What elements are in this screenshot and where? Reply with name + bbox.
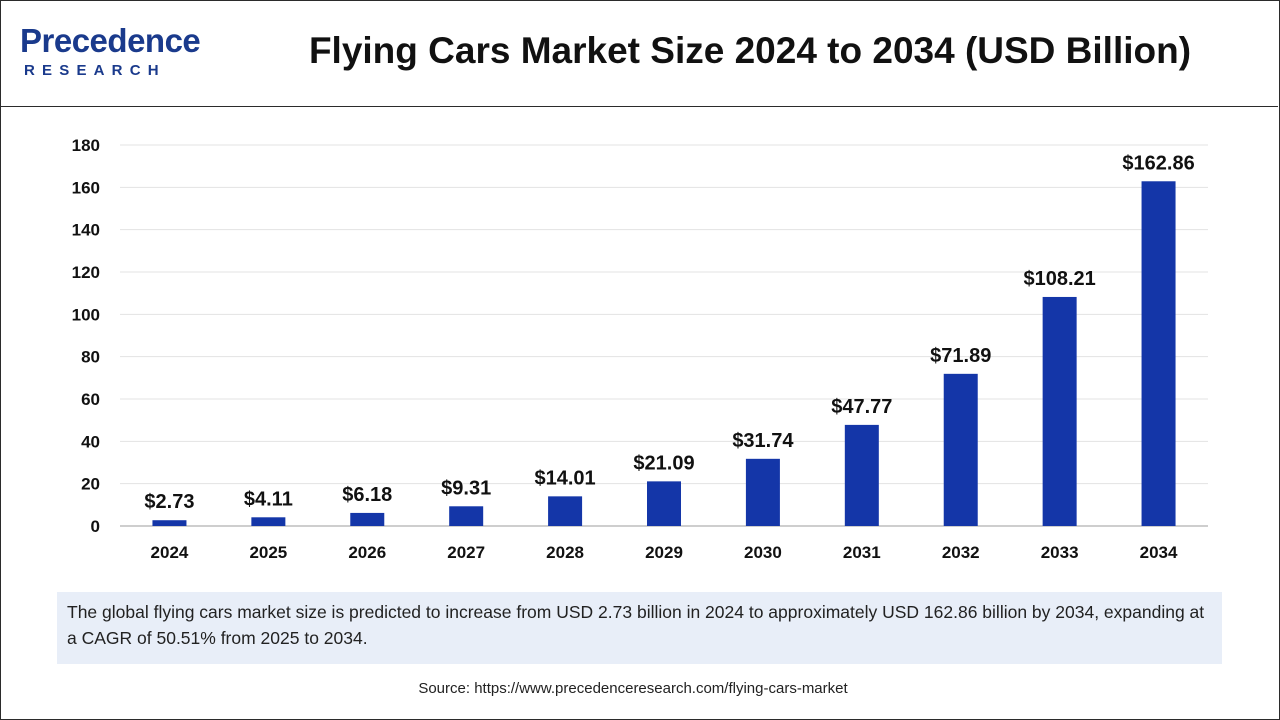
bar (449, 506, 484, 526)
data-label: $9.31 (441, 477, 491, 499)
data-label: $6.18 (342, 484, 392, 506)
data-label: $71.89 (930, 345, 991, 367)
y-tick-label: 120 (72, 263, 100, 282)
data-label: $31.74 (732, 430, 794, 452)
y-tick-label: 80 (81, 348, 100, 367)
y-tick-label: 60 (81, 390, 100, 409)
source-note: Source: https://www.precedenceresearch.c… (418, 680, 848, 697)
chart-title: Flying Cars Market Size 2024 to 2034 (US… (308, 30, 1192, 71)
x-tick-label: 2029 (645, 543, 683, 562)
bar-chart: 0 20 40 60 80 100 120 140 160 180 $2.73 2024 $4.11 20… (72, 136, 1208, 562)
data-label: $21.09 (633, 452, 694, 474)
y-tick-label: 160 (72, 178, 100, 197)
bar (251, 517, 286, 526)
data-label: $14.01 (535, 467, 596, 489)
bar (350, 512, 385, 526)
data-label: $2.73 (144, 491, 194, 513)
data-label: $47.77 (831, 396, 892, 418)
x-tick-label: 2031 (843, 543, 881, 562)
y-tick-label: 180 (72, 136, 100, 155)
x-tick-label: 2030 (744, 543, 782, 562)
description-box: The global flying cars market size is pr… (57, 592, 1222, 664)
bar (152, 520, 187, 526)
bar (548, 496, 583, 526)
y-tick-label: 40 (81, 432, 100, 451)
data-label: $108.21 (1023, 268, 1095, 290)
bar (647, 481, 681, 526)
y-tick-label: 100 (72, 305, 100, 324)
header: Precedence RESEARCH Flying Cars Market S… (0, 0, 1278, 107)
x-tick-label: 2027 (447, 543, 485, 562)
data-label: $162.86 (1122, 152, 1194, 174)
x-tick-label: 2025 (249, 543, 287, 562)
bar (1141, 181, 1176, 526)
bar (745, 458, 780, 526)
x-tick-label: 2033 (1041, 543, 1079, 562)
logo-wordmark: Precedence (20, 22, 201, 59)
bar (943, 373, 978, 526)
x-tick-label: 2028 (546, 543, 584, 562)
brand-logo: Precedence RESEARCH (20, 22, 220, 82)
logo-tagline: RESEARCH (24, 62, 166, 79)
x-tick-label: 2032 (942, 543, 980, 562)
x-tick-label: 2034 (1140, 543, 1178, 562)
y-tick-label: 140 (72, 221, 100, 240)
bar (844, 424, 879, 526)
y-tick-label: 20 (81, 475, 100, 494)
y-tick-label: 0 (91, 517, 100, 536)
data-label: $4.11 (244, 488, 293, 510)
x-tick-label: 2024 (151, 543, 189, 562)
bar (1042, 296, 1077, 526)
x-tick-label: 2026 (348, 543, 386, 562)
